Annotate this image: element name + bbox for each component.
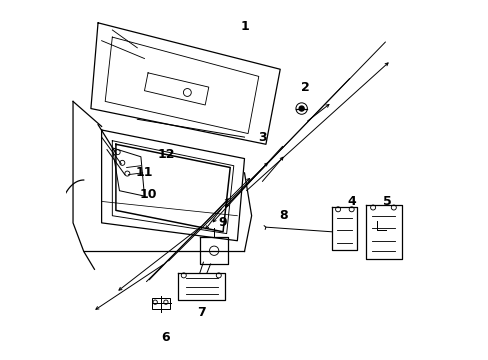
Text: 3: 3 — [258, 131, 266, 144]
Text: 8: 8 — [279, 209, 287, 222]
Text: 2: 2 — [300, 81, 309, 94]
Text: 10: 10 — [139, 188, 157, 201]
Text: 9: 9 — [218, 216, 227, 229]
Text: 1: 1 — [240, 20, 248, 33]
Text: 11: 11 — [136, 166, 153, 179]
Circle shape — [299, 106, 304, 111]
Bar — [152, 298, 170, 309]
Text: 12: 12 — [157, 148, 174, 162]
Text: 5: 5 — [382, 195, 391, 208]
Text: 7: 7 — [197, 306, 205, 319]
Text: 6: 6 — [161, 331, 170, 344]
Text: 4: 4 — [346, 195, 355, 208]
